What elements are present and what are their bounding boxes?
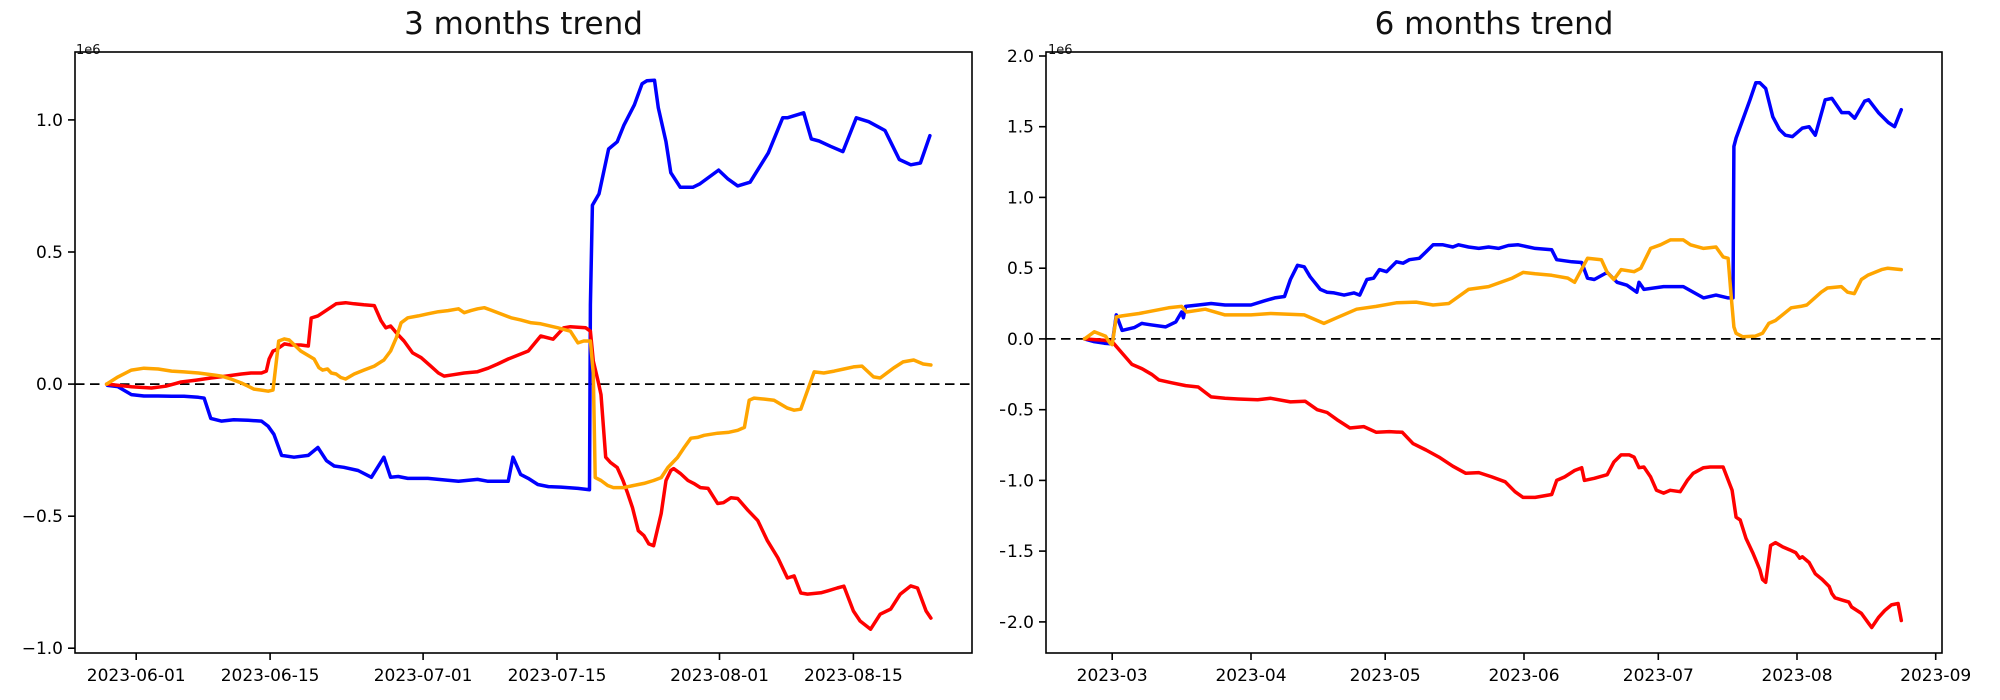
x-tick-label: 2023-07-15 xyxy=(508,666,607,686)
y-tick-label: −0.5 xyxy=(1000,401,1034,421)
series-blue xyxy=(1082,81,1904,346)
x-axis: 2023-03 2023-04 2023-05 2023-06 2023-07 2023-… xyxy=(1077,653,1971,686)
plot-area: 2023-03 2023-04 2023-05 2023-06 2023-07 2023-… xyxy=(1000,47,1971,686)
x-tick-label: 2023-04 xyxy=(1215,666,1286,686)
series-red xyxy=(104,300,933,631)
x-tick-label: 2023-06-15 xyxy=(221,666,320,686)
y-tick-label: 0.0 xyxy=(1007,330,1034,350)
y-axis-offset-label: 1e6 xyxy=(76,43,101,58)
x-tick-label: 2023-05 xyxy=(1350,666,1421,686)
x-tick-label: 2023-07-01 xyxy=(374,666,473,686)
chart-6-months-trend: 6 months trend 1e6 2023-03 2023-04 2023-05… xyxy=(1000,0,2000,700)
plot-border xyxy=(1045,51,1943,654)
plot-border xyxy=(74,51,973,654)
x-tick-label: 2023-08-01 xyxy=(670,666,769,686)
plot-area: 2023-06-01 2023-06-15 2023-07-01 2023-07-15… xyxy=(22,51,973,686)
series-orange xyxy=(1082,238,1904,347)
series-orange xyxy=(104,305,933,490)
y-tick-label: −1.5 xyxy=(1000,542,1034,562)
chart-title: 3 months trend xyxy=(404,6,643,42)
y-tick-label: 0.5 xyxy=(1007,259,1034,279)
x-tick-label: 2023-08-15 xyxy=(804,666,903,686)
x-axis: 2023-06-01 2023-06-15 2023-07-01 2023-07-15… xyxy=(87,653,903,686)
y-tick-label: −1.0 xyxy=(1000,471,1034,491)
y-tick-label: 0.5 xyxy=(36,243,63,263)
y-tick-label: 1.0 xyxy=(1007,188,1034,208)
y-tick-label: −1.0 xyxy=(22,639,63,659)
y-tick-label: 1.0 xyxy=(36,111,63,131)
x-tick-label: 2023-06-01 xyxy=(87,666,186,686)
series-blue xyxy=(105,78,932,492)
x-tick-label: 2023-08 xyxy=(1761,666,1832,686)
y-tick-label: 1.5 xyxy=(1007,118,1034,138)
x-tick-label: 2023-07 xyxy=(1623,666,1694,686)
y-tick-label: −2.0 xyxy=(1000,613,1034,633)
chart-title: 6 months trend xyxy=(1374,6,1614,42)
series-red xyxy=(1082,337,1904,630)
x-tick-label: 2023-09 xyxy=(1900,666,1971,686)
chart-3-months-trend: 3 months trend 1e6 2023-06-01 2023-06-15 2… xyxy=(22,6,973,686)
y-axis: 1.0 0.5 0.0 −0.5 −1.0 xyxy=(22,111,75,659)
y-tick-label: −0.5 xyxy=(22,507,63,527)
y-tick-label: 0.0 xyxy=(36,375,63,395)
y-tick-label: 2.0 xyxy=(1007,47,1034,67)
x-tick-label: 2023-06 xyxy=(1488,666,1559,686)
x-tick-label: 2023-03 xyxy=(1077,666,1148,686)
y-axis-offset-label: 1e6 xyxy=(1048,43,1073,58)
y-axis: 2.0 1.5 1.0 0.5 0.0 −0.5 −1.0 −1.5 −2.0 xyxy=(1000,47,1046,633)
